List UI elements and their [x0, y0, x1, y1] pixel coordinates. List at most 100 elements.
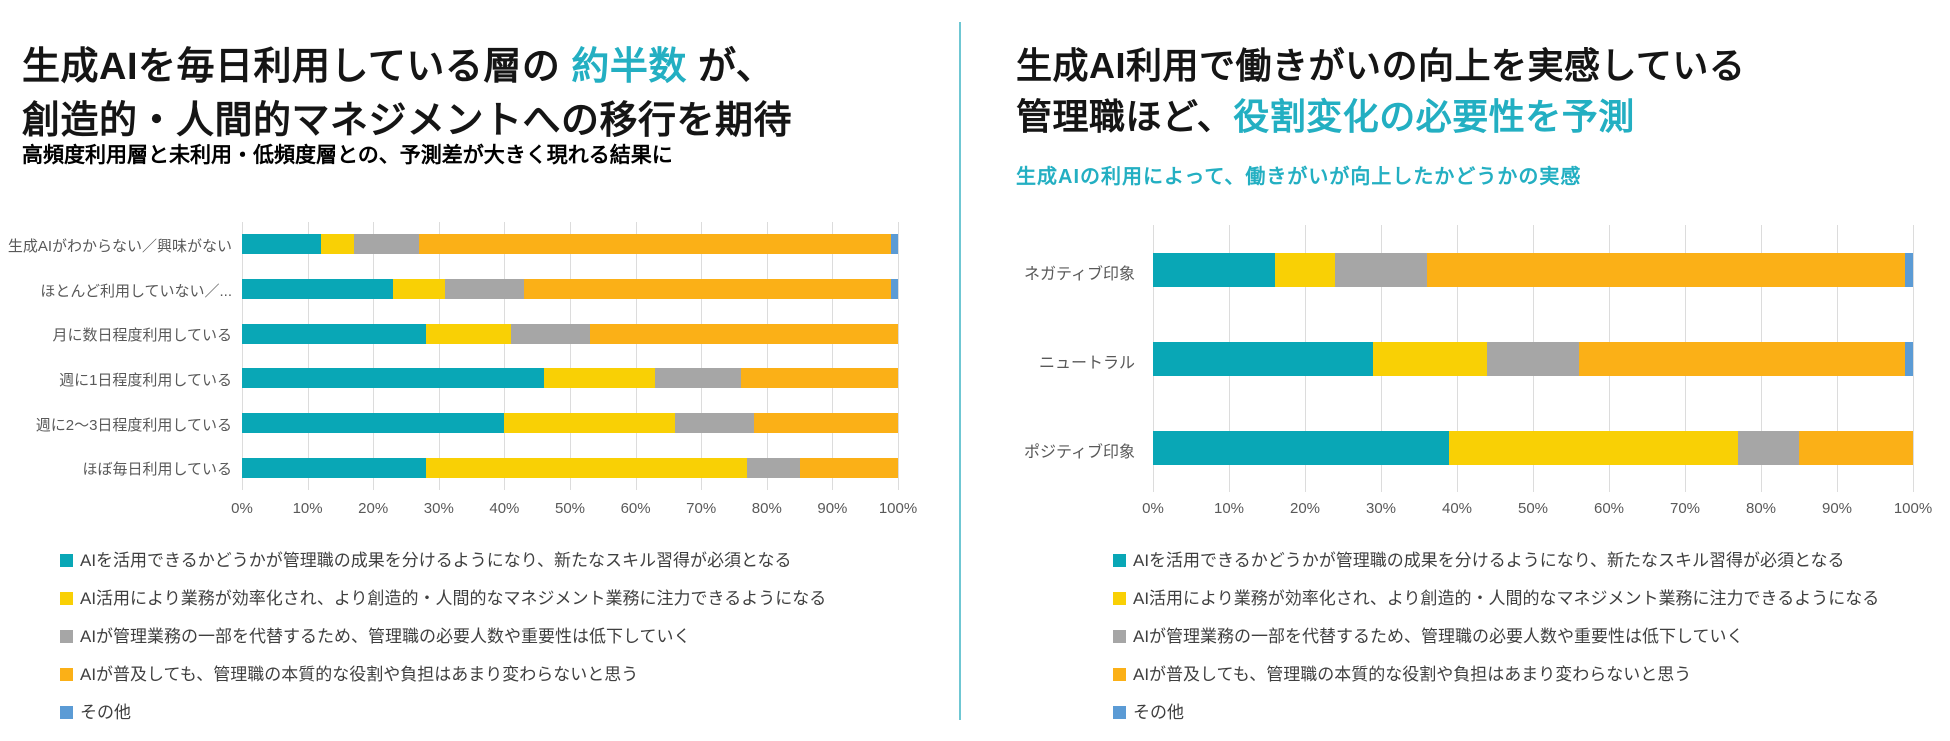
legend-item: その他 [60, 698, 131, 723]
axis-tick-label: 0% [231, 500, 253, 517]
bar-segment [425, 324, 511, 344]
bar-segment [1905, 342, 1913, 376]
bar-segment [1274, 253, 1336, 287]
bar-segment [799, 458, 898, 478]
category-label: ネガティブ印象 [1023, 266, 1135, 283]
legend-item: AIが管理業務の一部を代替するため、管理職の必要人数や重要性は低下していく [60, 622, 691, 647]
right-title-pre2: 管理職ほど、 [1016, 96, 1234, 138]
bar-segment [1153, 253, 1275, 287]
bar-row [242, 413, 898, 433]
gridline [766, 222, 768, 490]
axis-tick-label: 10% [292, 500, 323, 517]
left-panel-subtitle: 高頻度利用層と未利用・低頻度層との、予測差が大きく現れる結果に [22, 144, 673, 167]
axis-tick-label: 80% [1745, 500, 1777, 517]
category-label: 月に数日程度利用している [52, 327, 232, 344]
left-title-line2: 創造的・人間的マネジメントへの移行を期待 [22, 99, 793, 142]
category-label: ほぼ毎日利用している [82, 461, 232, 478]
axis-tick-label: 90% [1821, 500, 1853, 517]
right-title-accent: 役割変化の必要性を予測 [1233, 96, 1635, 138]
axis-tick-label: 50% [554, 500, 586, 517]
bar-segment [891, 279, 898, 299]
bar-row [242, 458, 898, 478]
bar-row [242, 279, 898, 299]
gridline [832, 222, 834, 490]
bar-segment [504, 413, 675, 433]
bar-segment [242, 279, 393, 299]
bar-segment [589, 324, 898, 344]
axis-tick-label: 40% [1441, 500, 1473, 517]
category-label: ニュートラル [1038, 355, 1135, 372]
bar-row [242, 234, 898, 254]
bar-row [1153, 342, 1913, 376]
axis-tick-label: 40% [489, 500, 520, 517]
bar-row [242, 324, 898, 344]
legend-item: AI活用により業務が効率化され、より創造的・人間的なマネジメント業務に注力できる… [1113, 584, 1879, 609]
legend-label: AIを活用できるかどうかが管理職の成果を分けるようになり、新たなスキル習得が必須… [80, 551, 792, 570]
legend-swatch [1113, 668, 1126, 681]
bar-segment [1798, 431, 1913, 465]
bar-segment [655, 368, 741, 388]
bar-segment [419, 234, 892, 254]
bar-segment [524, 279, 892, 299]
gridline [373, 222, 375, 490]
legend-label: AIが管理業務の一部を代替するため、管理職の必要人数や重要性は低下していく [1133, 627, 1744, 646]
bar-segment [242, 413, 505, 433]
bar-segment [543, 368, 656, 388]
gridline [504, 222, 506, 490]
bar-segment [1373, 342, 1488, 376]
category-label: 週に1日程度利用している [59, 372, 232, 389]
legend-label: AI活用により業務が効率化され、より創造的・人間的なマネジメント業務に注力できる… [80, 589, 827, 608]
gridline [898, 222, 899, 490]
legend-item: AIを活用できるかどうかが管理職の成果を分けるようになり、新たなスキル習得が必須… [1113, 546, 1845, 571]
panel-divider [959, 22, 961, 720]
legend-label: その他 [1133, 703, 1184, 722]
legend-label: AIが普及しても、管理職の本質的な役割や負担はあまり変わらないと思う [1133, 665, 1692, 684]
legend-item: AIを活用できるかどうかが管理職の成果を分けるようになり、新たなスキル習得が必須… [60, 546, 792, 571]
bar-segment [1905, 253, 1913, 287]
axis-tick-label: 20% [1289, 500, 1321, 517]
bar-segment [747, 458, 800, 478]
axis-tick-label: 50% [1517, 500, 1549, 517]
legend-swatch [60, 668, 73, 681]
bar-segment [1335, 253, 1427, 287]
axis-tick-label: 30% [1365, 500, 1397, 517]
bar-segment [1426, 253, 1906, 287]
axis-tick-label: 60% [620, 500, 651, 517]
gridline [438, 222, 440, 490]
bar-row [1153, 431, 1913, 465]
legend-swatch [1113, 592, 1126, 605]
bar-segment [753, 413, 898, 433]
axis-tick-label: 20% [358, 500, 389, 517]
bar-segment [1738, 431, 1799, 465]
category-label: ほとんど利用していない／... [40, 283, 232, 300]
legend-label: その他 [80, 703, 131, 722]
legend-swatch [60, 554, 73, 567]
left-title-post: が、 [686, 46, 775, 89]
gridline [635, 222, 637, 490]
left-title-accent: 約半数 [571, 46, 687, 89]
axis-tick-label: 70% [1669, 500, 1701, 517]
legend-swatch [1113, 630, 1126, 643]
right-panel-title: 生成AI利用で働きがいの向上を実感している 管理職ほど、役割変化の必要性を予測 [1016, 40, 1936, 142]
bar-row [242, 368, 898, 388]
legend-label: AIが普及しても、管理職の本質的な役割や負担はあまり変わらないと思う [80, 665, 639, 684]
axis-tick-label: 100% [878, 500, 918, 517]
bar-segment [1153, 342, 1374, 376]
right-title-line1: 生成AI利用で働きがいの向上を実感している [1016, 45, 1746, 87]
bar-segment [1153, 431, 1450, 465]
legend-swatch [60, 592, 73, 605]
left-title-pre: 生成AIを毎日利用している層の [22, 46, 572, 89]
legend-item: AIが管理業務の一部を代替するため、管理職の必要人数や重要性は低下していく [1113, 622, 1744, 647]
bar-segment [320, 234, 354, 254]
axis-tick-label: 90% [817, 500, 848, 517]
legend-label: AIが管理業務の一部を代替するため、管理職の必要人数や重要性は低下していく [80, 627, 691, 646]
bar-segment [891, 234, 898, 254]
gridline [307, 222, 309, 490]
bar-segment [242, 368, 544, 388]
legend-swatch [1113, 554, 1126, 567]
axis-tick-label: 0% [1142, 500, 1164, 517]
legend-swatch [1113, 706, 1126, 719]
bar-segment [1487, 342, 1579, 376]
bar-segment [242, 458, 426, 478]
bar-segment [740, 368, 898, 388]
